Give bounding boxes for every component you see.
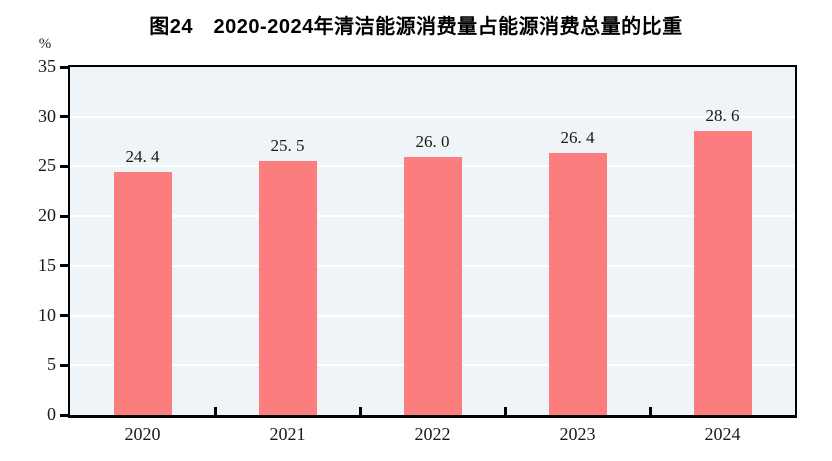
- bar: [548, 152, 607, 415]
- chart-title: 图24 2020-2024年清洁能源消费量占能源消费总量的比重: [149, 16, 683, 38]
- x-axis-tick: [503, 407, 507, 415]
- bar: [693, 130, 752, 415]
- bar-value-label: 26. 0: [415, 131, 450, 151]
- bar: [113, 172, 172, 415]
- y-tick-label: 5: [47, 354, 56, 375]
- y-axis-unit-label: %: [38, 36, 52, 52]
- bar-value-label: 26. 4: [560, 127, 595, 147]
- x-axis-tick: [213, 407, 217, 415]
- bar-value-label: 25. 5: [270, 136, 305, 156]
- bar-value-label: 24. 4: [125, 147, 160, 167]
- bar: [258, 161, 317, 415]
- gridline: [70, 115, 795, 118]
- x-tick-label: 2020: [124, 424, 161, 444]
- y-axis-tick: [60, 115, 68, 119]
- bar: [403, 156, 462, 415]
- y-axis-tick: [60, 363, 68, 367]
- x-tick-label: 2021: [269, 424, 306, 444]
- y-axis-tick: [60, 264, 68, 268]
- y-tick-label: 30: [38, 105, 56, 126]
- x-tick-label: 2023: [559, 424, 596, 444]
- x-tick-label: 2022: [414, 424, 451, 444]
- y-tick-label: 35: [38, 56, 56, 76]
- y-tick-label: 15: [38, 254, 56, 275]
- y-tick-label: 20: [38, 205, 56, 226]
- y-tick-label: 0: [47, 404, 56, 424]
- x-axis-tick: [648, 407, 652, 415]
- y-axis-tick: [60, 65, 68, 69]
- y-axis-tick: [60, 413, 68, 417]
- y-tick-label: 10: [38, 304, 56, 325]
- x-axis-tick: [358, 407, 362, 415]
- x-tick-label: 2024: [704, 424, 741, 444]
- plot-area: 24. 4 25. 5 26. 0 26. 4 28. 6: [68, 65, 797, 418]
- y-axis-tick: [60, 214, 68, 218]
- y-tick-label: 25: [38, 155, 56, 176]
- bar-value-label: 28. 6: [705, 105, 740, 125]
- y-axis-tick: [60, 314, 68, 318]
- y-axis-tick: [60, 164, 68, 168]
